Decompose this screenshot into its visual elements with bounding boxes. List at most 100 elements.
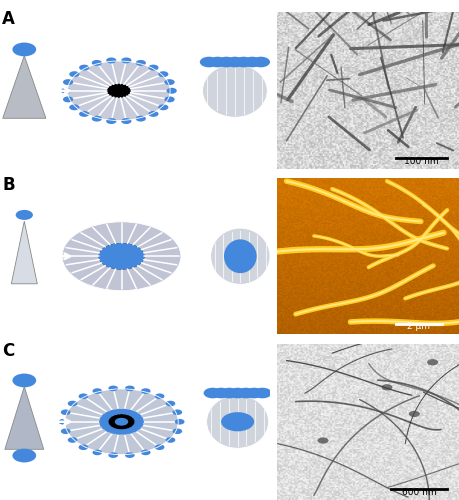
Circle shape <box>62 222 180 290</box>
Circle shape <box>234 56 252 68</box>
Circle shape <box>158 71 168 77</box>
Circle shape <box>225 56 244 68</box>
Circle shape <box>125 386 134 391</box>
Circle shape <box>63 96 73 102</box>
Circle shape <box>166 88 176 94</box>
Circle shape <box>61 428 70 434</box>
Circle shape <box>131 424 141 430</box>
Circle shape <box>108 452 118 458</box>
Circle shape <box>119 409 129 414</box>
Polygon shape <box>11 221 37 284</box>
Circle shape <box>106 118 116 124</box>
Circle shape <box>228 388 246 398</box>
Circle shape <box>124 428 134 434</box>
Circle shape <box>164 79 174 85</box>
Text: 600 nm: 600 nm <box>401 488 435 497</box>
Circle shape <box>140 450 150 455</box>
Circle shape <box>220 388 238 398</box>
Circle shape <box>119 429 129 434</box>
Circle shape <box>78 394 88 399</box>
Circle shape <box>63 79 73 85</box>
Circle shape <box>61 88 71 94</box>
Circle shape <box>251 56 269 68</box>
Circle shape <box>158 104 168 110</box>
Circle shape <box>79 64 89 70</box>
Circle shape <box>124 410 134 416</box>
Circle shape <box>133 422 143 428</box>
Ellipse shape <box>381 384 392 390</box>
Circle shape <box>199 56 218 68</box>
Circle shape <box>165 400 175 406</box>
Circle shape <box>67 400 77 406</box>
Circle shape <box>100 422 109 428</box>
Circle shape <box>109 410 119 416</box>
Circle shape <box>12 448 36 462</box>
Circle shape <box>61 410 70 415</box>
Circle shape <box>212 388 230 398</box>
Circle shape <box>131 414 141 419</box>
Circle shape <box>121 118 131 124</box>
Circle shape <box>114 429 123 434</box>
Circle shape <box>101 414 111 419</box>
Circle shape <box>105 426 115 432</box>
Circle shape <box>109 428 119 434</box>
Text: 100 nm: 100 nm <box>403 157 438 166</box>
Circle shape <box>69 104 79 110</box>
Circle shape <box>154 444 164 450</box>
Circle shape <box>106 58 116 64</box>
Circle shape <box>140 388 150 394</box>
Circle shape <box>78 444 88 450</box>
Ellipse shape <box>408 411 419 417</box>
Circle shape <box>135 116 146 121</box>
Circle shape <box>134 419 144 424</box>
Circle shape <box>98 243 144 270</box>
Ellipse shape <box>206 395 268 448</box>
Text: 2 μm: 2 μm <box>407 322 430 332</box>
Circle shape <box>242 56 261 68</box>
Circle shape <box>108 386 118 391</box>
Circle shape <box>91 116 102 121</box>
Circle shape <box>114 418 128 426</box>
Polygon shape <box>3 56 46 118</box>
Circle shape <box>12 42 36 56</box>
Circle shape <box>154 394 164 399</box>
Circle shape <box>98 243 144 270</box>
Circle shape <box>174 419 184 424</box>
Circle shape <box>208 56 226 68</box>
Circle shape <box>65 389 178 454</box>
Polygon shape <box>5 386 44 450</box>
Circle shape <box>128 426 138 432</box>
Circle shape <box>105 412 137 431</box>
Circle shape <box>135 60 146 66</box>
Ellipse shape <box>210 228 269 284</box>
Text: C: C <box>2 342 15 359</box>
Circle shape <box>67 61 170 120</box>
Circle shape <box>133 416 143 422</box>
Circle shape <box>221 412 253 432</box>
Circle shape <box>114 409 123 414</box>
Circle shape <box>128 411 138 417</box>
Ellipse shape <box>317 438 328 444</box>
Circle shape <box>79 111 89 117</box>
Circle shape <box>236 388 255 398</box>
Ellipse shape <box>202 64 267 118</box>
Circle shape <box>67 437 77 443</box>
Circle shape <box>100 416 109 422</box>
Circle shape <box>58 419 68 424</box>
Circle shape <box>16 210 33 220</box>
Circle shape <box>106 84 131 98</box>
Circle shape <box>121 58 131 64</box>
Text: B: B <box>2 176 15 194</box>
Circle shape <box>172 428 182 434</box>
Circle shape <box>253 388 271 398</box>
Circle shape <box>99 419 108 424</box>
Circle shape <box>245 388 263 398</box>
Circle shape <box>148 111 158 117</box>
Circle shape <box>148 64 158 70</box>
Ellipse shape <box>426 359 437 366</box>
Circle shape <box>217 56 235 68</box>
Circle shape <box>92 388 102 394</box>
Circle shape <box>92 450 102 455</box>
Circle shape <box>203 388 222 398</box>
Circle shape <box>91 60 102 66</box>
